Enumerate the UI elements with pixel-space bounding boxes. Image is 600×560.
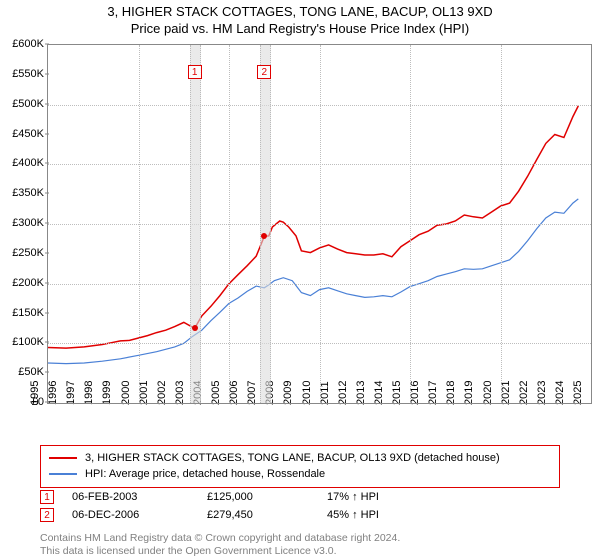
series-line	[48, 106, 578, 348]
sales-row: 2 06-DEC-2006 £279,450 45% ↑ HPI	[40, 506, 560, 524]
y-tick-label: £350K	[0, 187, 44, 199]
legend-label-hpi: HPI: Average price, detached house, Ross…	[85, 468, 325, 480]
sale-hpi-delta: 45% ↑ HPI	[327, 509, 447, 521]
attribution-text: Contains HM Land Registry data © Crown c…	[40, 532, 560, 558]
y-tick-label: £100K	[0, 336, 44, 348]
sale-marker-box: 1	[188, 65, 202, 79]
attribution-line-2: This data is licensed under the Open Gov…	[40, 545, 560, 558]
gridline-vertical	[139, 45, 140, 403]
gridline-vertical	[410, 45, 411, 403]
y-tick-label: £450K	[0, 128, 44, 140]
y-tick-label: £400K	[0, 157, 44, 169]
sale-hpi-delta: 17% ↑ HPI	[327, 491, 447, 503]
sale-point-marker	[261, 233, 267, 239]
sale-marker-band	[190, 45, 201, 403]
gridline-vertical	[229, 45, 230, 403]
chart-title: 3, HIGHER STACK COTTAGES, TONG LANE, BAC…	[0, 0, 600, 36]
legend-row-hpi: HPI: Average price, detached house, Ross…	[49, 466, 551, 482]
sales-table: 1 06-FEB-2003 £125,000 17% ↑ HPI 2 06-DE…	[40, 488, 560, 524]
y-tick-label: £250K	[0, 247, 44, 259]
y-tick-label: £200K	[0, 277, 44, 289]
y-tick-label: £550K	[0, 68, 44, 80]
chart-legend: 3, HIGHER STACK COTTAGES, TONG LANE, BAC…	[40, 445, 560, 488]
legend-swatch-hpi	[49, 473, 77, 475]
sales-row: 1 06-FEB-2003 £125,000 17% ↑ HPI	[40, 488, 560, 506]
chart-plot-area: 12	[47, 44, 592, 404]
y-tick-label: £150K	[0, 307, 44, 319]
title-line-2: Price paid vs. HM Land Registry's House …	[0, 21, 600, 36]
sale-price: £125,000	[207, 491, 327, 503]
legend-row-property: 3, HIGHER STACK COTTAGES, TONG LANE, BAC…	[49, 450, 551, 466]
y-tick-label: £300K	[0, 217, 44, 229]
sale-marker-band	[260, 45, 271, 403]
sale-price: £279,450	[207, 509, 327, 521]
x-tick-label: 1995	[29, 381, 41, 405]
sale-marker-box: 2	[257, 65, 271, 79]
sale-point-marker	[192, 325, 198, 331]
legend-label-property: 3, HIGHER STACK COTTAGES, TONG LANE, BAC…	[85, 452, 500, 464]
title-line-1: 3, HIGHER STACK COTTAGES, TONG LANE, BAC…	[0, 4, 600, 19]
legend-swatch-property	[49, 457, 77, 459]
sale-date: 06-FEB-2003	[72, 491, 207, 503]
sale-date: 06-DEC-2006	[72, 509, 207, 521]
sale-marker-icon: 1	[40, 490, 54, 504]
y-tick-label: £600K	[0, 38, 44, 50]
gridline-vertical	[320, 45, 321, 403]
y-tick-label: £50K	[0, 366, 44, 378]
sale-marker-icon: 2	[40, 508, 54, 522]
y-tick-label: £500K	[0, 98, 44, 110]
attribution-line-1: Contains HM Land Registry data © Crown c…	[40, 532, 560, 545]
gridline-vertical	[501, 45, 502, 403]
